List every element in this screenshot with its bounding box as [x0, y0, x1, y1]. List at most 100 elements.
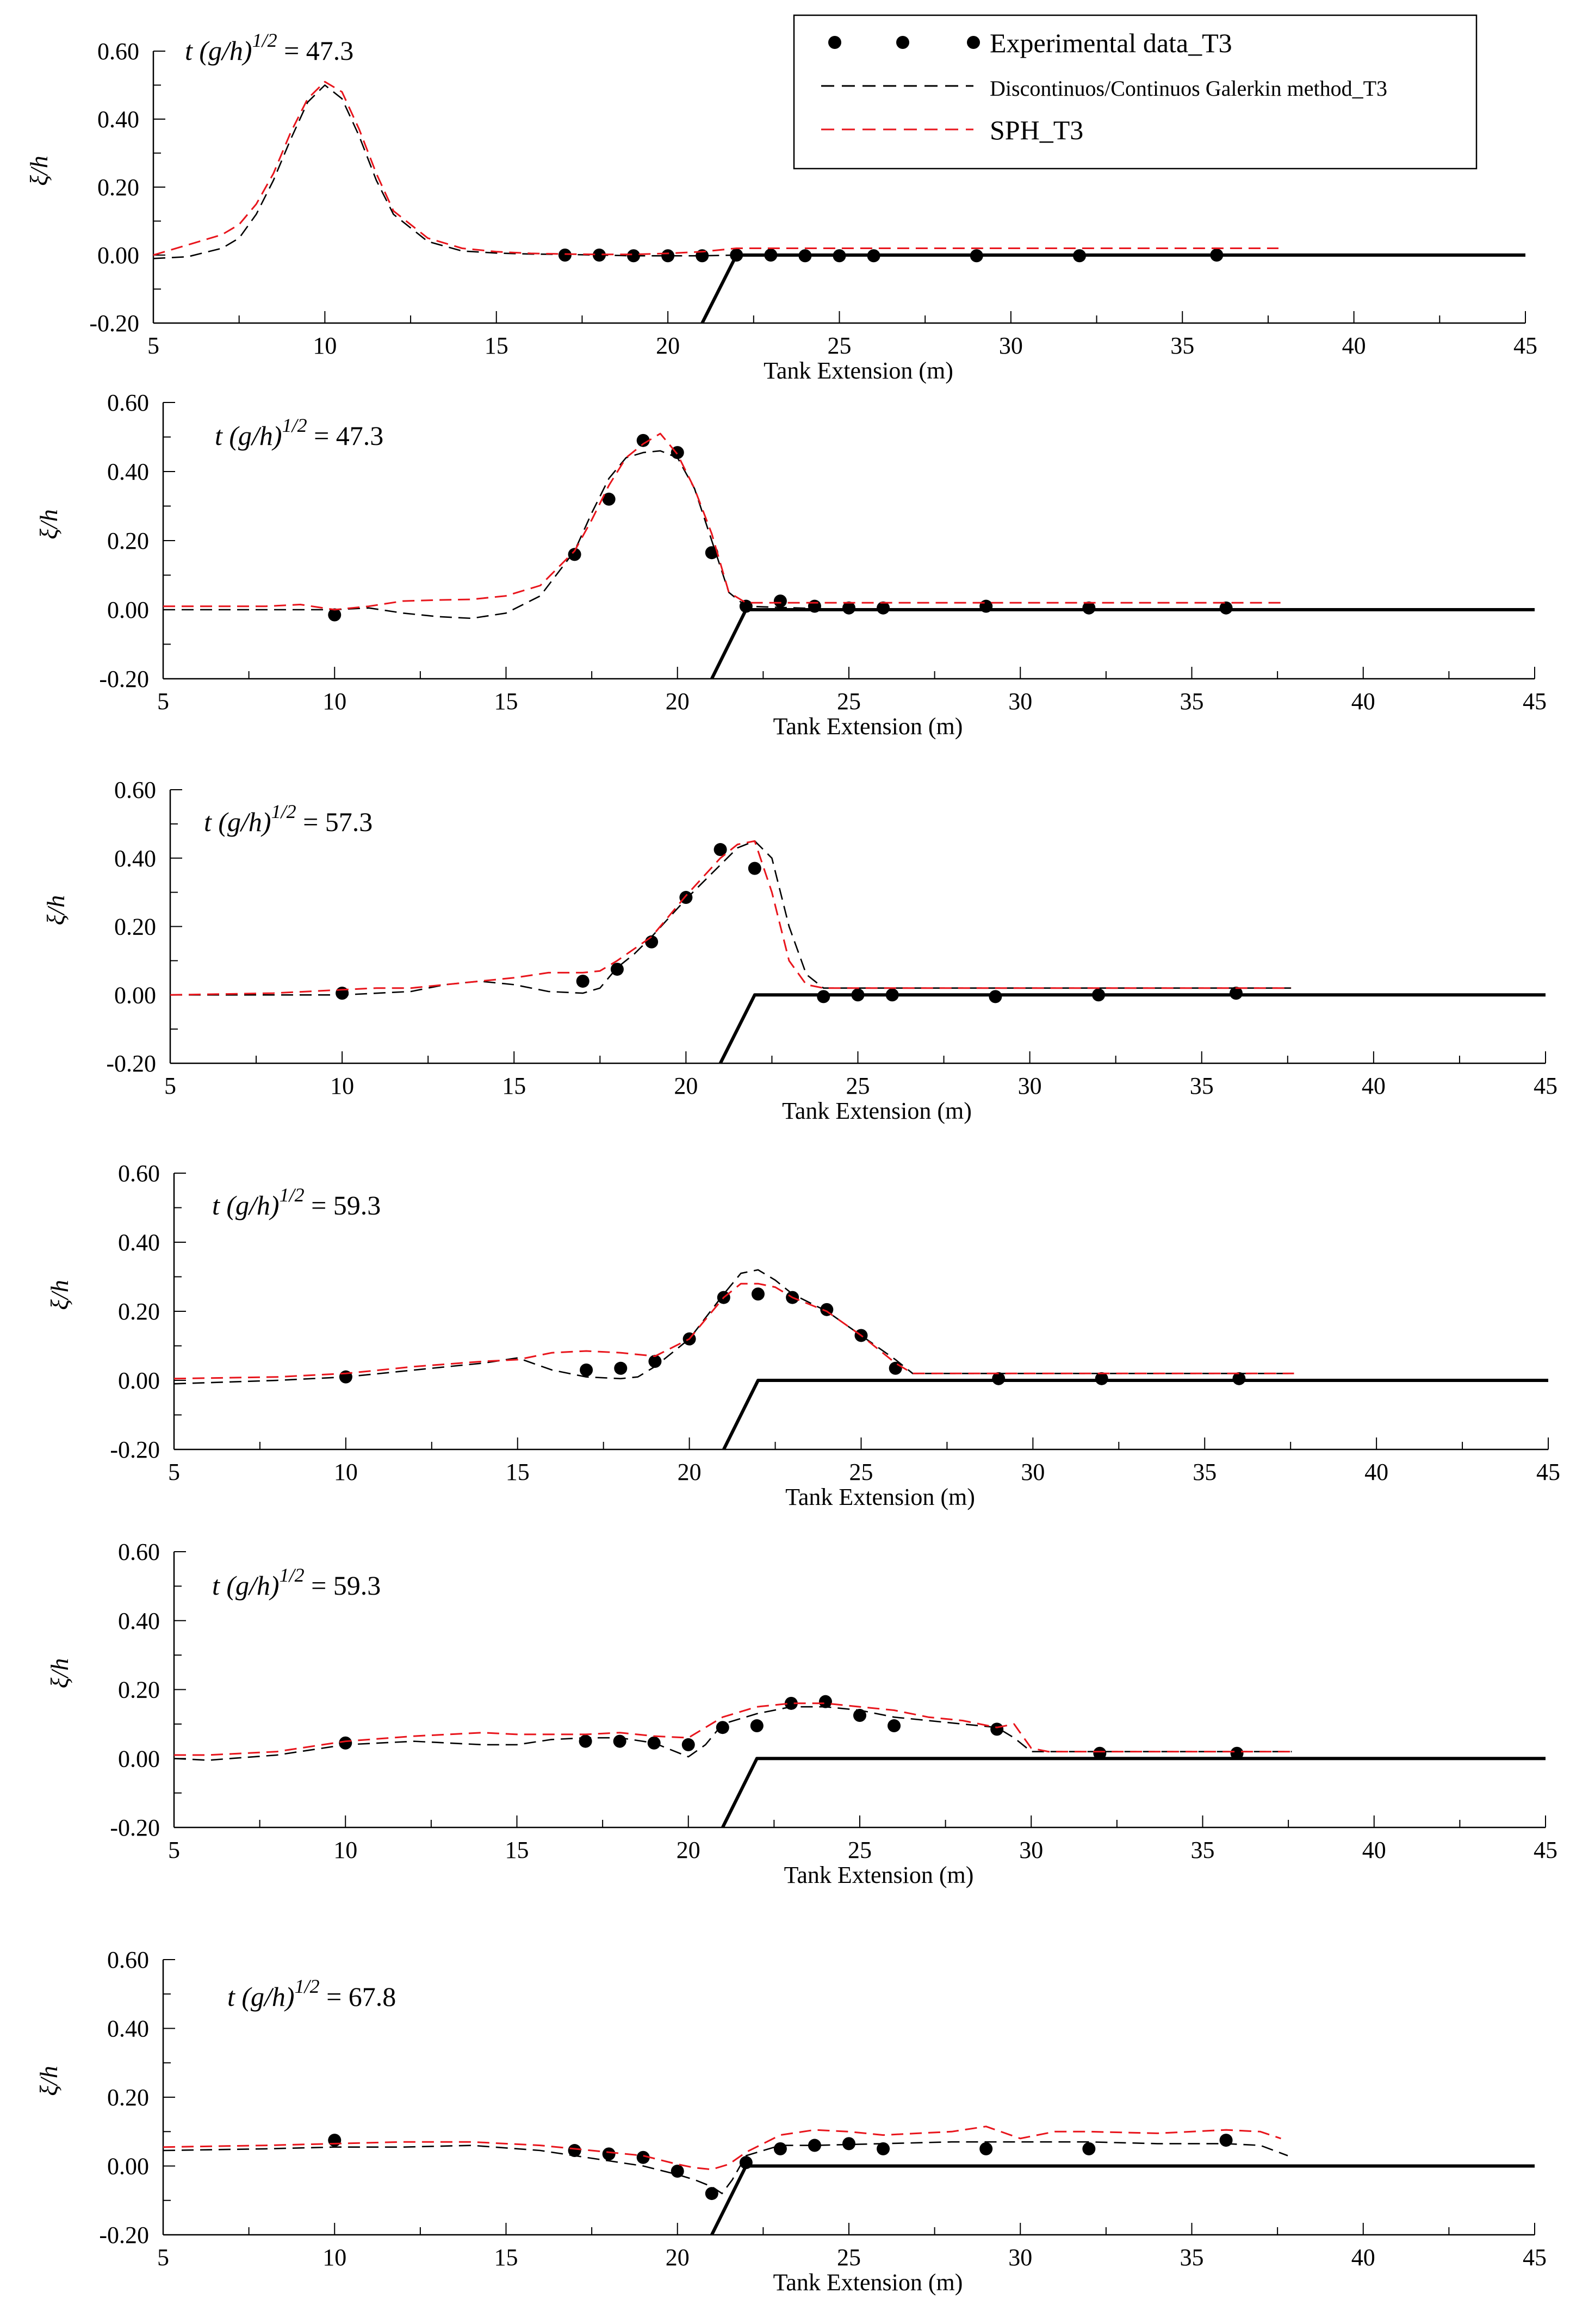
sph-series-line	[163, 432, 1281, 611]
x-tick-label: 45	[1513, 332, 1537, 359]
bathymetry-line	[718, 993, 1546, 1064]
x-tick-label: 20	[656, 332, 680, 359]
experimental-series	[328, 433, 1233, 622]
time-annotation: t (g/h)1/2 = 59.3	[212, 1564, 381, 1601]
galerkin-series-line	[153, 84, 1279, 259]
y-axis-title: ξ/h	[46, 1658, 73, 1688]
experimental-point	[716, 1721, 729, 1734]
bathymetry-line	[721, 1757, 1546, 1829]
x-tick-label: 45	[1523, 688, 1547, 715]
x-tick-label: 20	[666, 688, 690, 715]
y-tick-label: 0.40	[107, 2016, 149, 2042]
experimental-point	[568, 548, 581, 561]
experimental-point	[784, 1696, 798, 1710]
x-tick-label: 40	[1362, 1837, 1386, 1863]
experimental-series	[339, 1287, 1246, 1385]
x-tick-label: 25	[828, 332, 852, 359]
legend-label: Discontinuos/Continuos Galerkin method_T…	[990, 76, 1387, 101]
sph-series-line	[163, 2125, 1281, 2171]
experimental-point	[671, 2164, 684, 2178]
experimental-series	[336, 843, 1243, 1003]
experimental-point	[748, 862, 761, 875]
x-tick-label: 40	[1342, 332, 1366, 359]
experimental-point	[602, 2147, 616, 2161]
galerkin-series-line	[163, 450, 1281, 619]
x-tick-label: 35	[1180, 2244, 1204, 2271]
x-axis-title: Tank Extension (m)	[785, 1484, 975, 1510]
x-tick-label: 45	[1523, 2244, 1547, 2271]
y-tick-label: 0.60	[118, 1160, 160, 1187]
x-axis-title: Tank Extension (m)	[764, 357, 953, 384]
y-tick-label: 0.60	[97, 38, 139, 65]
x-tick-label: 40	[1364, 1459, 1388, 1485]
x-tick-label: 10	[313, 332, 337, 359]
y-tick-label: 0.00	[107, 597, 149, 623]
experimental-point	[877, 2142, 890, 2155]
experimental-point	[579, 1734, 592, 1748]
time-annotation: t (g/h)1/2 = 47.3	[185, 29, 353, 66]
x-tick-label: 5	[168, 1837, 180, 1863]
y-tick-label: -0.20	[106, 1050, 156, 1077]
y-tick-label: 0.40	[118, 1229, 160, 1256]
x-tick-label: 5	[157, 688, 169, 715]
x-tick-label: 5	[147, 332, 159, 359]
experimental-series	[328, 2134, 1233, 2201]
x-tick-label: 10	[334, 1459, 358, 1485]
x-tick-label: 30	[999, 332, 1023, 359]
chart-panel-6: -0.20 0.00 0.20 0.40 0.60 5 10 15 20 25 30 35 40 45 Ta…	[35, 1947, 1547, 2296]
experimental-point	[888, 1719, 901, 1733]
time-annotation: t (g/h)1/2 = 67.8	[227, 1975, 396, 2012]
experimental-point	[1230, 1746, 1244, 1760]
y-axis-title: ξ/h	[35, 2066, 63, 2096]
x-tick-label: 10	[333, 1837, 357, 1863]
experimental-point	[773, 2142, 787, 2155]
legend-marker	[828, 36, 841, 49]
experimental-point	[979, 2142, 993, 2155]
legend-label: SPH_T3	[990, 115, 1083, 145]
galerkin-series-line	[163, 2141, 1288, 2195]
experimental-point	[636, 433, 650, 447]
x-tick-label: 25	[849, 1459, 873, 1485]
chart-panel-4: -0.20 0.00 0.20 0.40 0.60 5 10 15 20 25 30 35 40 45 Ta…	[46, 1160, 1560, 1510]
experimental-point	[613, 1734, 626, 1748]
experimental-point	[773, 594, 787, 608]
y-tick-label: 0.20	[97, 174, 139, 201]
y-tick-label: 0.00	[118, 1745, 160, 1772]
x-axis-title: Tank Extension (m)	[773, 713, 963, 740]
experimental-point	[853, 1709, 866, 1722]
experimental-point	[989, 990, 1002, 1003]
y-tick-label: 0.60	[107, 389, 149, 416]
experimental-point	[842, 2137, 855, 2151]
chart-panel-2: -0.20 0.00 0.20 0.40 0.60 5 10 15 20 25 30 35 40 45 Ta…	[35, 389, 1547, 740]
legend-marker	[896, 36, 909, 49]
y-axis-title: ξ/h	[42, 895, 70, 925]
x-tick-label: 30	[1008, 688, 1032, 715]
time-annotation: t (g/h)1/2 = 57.3	[204, 801, 373, 837]
y-tick-label: 0.00	[107, 2153, 149, 2180]
experimental-point	[808, 2139, 821, 2152]
time-annotation: t (g/h)1/2 = 47.3	[215, 414, 383, 451]
experimental-point	[681, 1738, 695, 1751]
experimental-point	[990, 1722, 1004, 1736]
x-tick-label: 25	[846, 1073, 870, 1099]
x-tick-label: 20	[674, 1073, 698, 1099]
y-tick-label: -0.20	[110, 1814, 160, 1841]
x-axis-title: Tank Extension (m)	[773, 2269, 963, 2296]
time-annotation: t (g/h)1/2 = 59.3	[212, 1184, 381, 1220]
experimental-point	[1082, 2142, 1096, 2155]
y-tick-label: 0.00	[118, 1367, 160, 1394]
y-tick-label: 0.40	[118, 1608, 160, 1634]
y-axis-title: ξ/h	[35, 509, 63, 539]
x-tick-label: 35	[1191, 1837, 1215, 1863]
y-tick-label: 0.60	[118, 1539, 160, 1565]
y-tick-label: 0.60	[114, 777, 156, 803]
x-tick-label: 10	[330, 1073, 354, 1099]
experimental-point	[750, 1719, 764, 1733]
sph-series-line	[153, 80, 1279, 256]
chart-panel-1: -0.20 0.00 0.20 0.40 0.60 5 10 15 20 25 30 35 40 45 Ta…	[25, 29, 1537, 384]
experimental-point	[328, 2134, 342, 2147]
x-tick-label: 25	[837, 688, 861, 715]
y-tick-label: 0.00	[114, 982, 156, 1008]
bathymetry-line	[710, 2164, 1535, 2236]
experimental-point	[576, 975, 589, 988]
